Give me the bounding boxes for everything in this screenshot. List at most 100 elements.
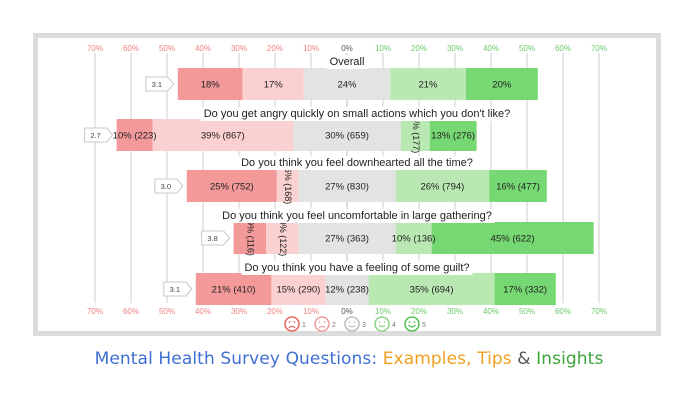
bar-data-label: 30% (659) (325, 131, 369, 142)
x-tick-label-bottom: 30% (231, 307, 247, 316)
x-tick-label-top: 10% (375, 44, 391, 53)
bar-data-label: 35% (694) (410, 285, 454, 296)
x-tick-label-top: 50% (519, 44, 535, 53)
bar-segment (242, 68, 304, 100)
row-title-background (326, 55, 368, 69)
bar-data-label: 18% (201, 80, 221, 91)
bar-data-label: 27% (363) (325, 234, 369, 245)
bar-segment (116, 119, 153, 151)
x-tick-label-top: 60% (555, 44, 571, 53)
x-tick-label-top: 50% (159, 44, 175, 53)
score-value: 2.7 (90, 131, 100, 140)
chart-row: 18% 17% 24% 21% 20% Overall 3.1 (145, 55, 538, 100)
happy-face-icon (404, 316, 420, 332)
bar-data-label: 21% (418, 80, 438, 91)
score-value: 3.1 (152, 80, 162, 89)
x-tick-label-top: 40% (195, 44, 211, 53)
legend-label: 3 (362, 322, 366, 329)
bar-segment (233, 222, 266, 254)
bar-data-label: 26% (794) (420, 182, 464, 193)
sad-face-icon (314, 316, 330, 332)
row-title: Do you think you feel uncomfortable in l… (222, 210, 492, 222)
row-title-background (241, 261, 473, 275)
x-tick-label-bottom: 40% (483, 307, 499, 316)
legend: 1 2 3 4 5 (284, 316, 426, 332)
bar-data-label: 8% (177) (411, 117, 421, 154)
bar-data-label: 12% (238) (325, 285, 369, 296)
score-value: 3.0 (161, 182, 171, 191)
bar-data-label: 20% (492, 80, 512, 91)
row-title: Do you think you feel downhearted all th… (241, 157, 473, 169)
row-title: Do you get angry quickly on small action… (204, 108, 511, 120)
caption-part-4: Insights (536, 349, 604, 369)
x-tick-label-bottom: 0% (341, 307, 353, 316)
x-tick-label-top: 60% (123, 44, 139, 53)
score-value: 3.1 (170, 285, 180, 294)
score-badge (201, 230, 231, 246)
x-tick-label-top: 70% (591, 44, 607, 53)
bar-segment (152, 119, 293, 151)
bar-segment (303, 68, 391, 100)
score-badge (163, 281, 193, 297)
bar-data-label: 9% (116) (245, 220, 255, 256)
bar-data-label: 16% (477) (496, 182, 540, 193)
bar-segment (195, 273, 272, 305)
bar-segment (465, 68, 538, 100)
x-tick-label-bottom: 30% (447, 307, 463, 316)
legend-label: 5 (422, 322, 426, 329)
x-tick-label-top: 70% (87, 44, 103, 53)
x-tick-label-bottom: 10% (303, 307, 319, 316)
legend-label: 2 (332, 322, 336, 329)
x-tick-label-bottom: 60% (123, 307, 139, 316)
bar-data-label: 10% (136) (392, 234, 436, 245)
caption-part-2: Examples, Tips (382, 349, 512, 369)
row-title-background (238, 156, 476, 170)
bar-data-label: 39% (867) (201, 131, 245, 142)
x-tick-label-bottom: 50% (159, 307, 175, 316)
x-tick-label-bottom: 60% (555, 307, 571, 316)
score-value: 3.8 (207, 234, 217, 243)
x-tick-label-bottom: 70% (87, 307, 103, 316)
chart-row: 10% (223) 39% (867) 30% (659) 8% (177) 13% (… (84, 107, 514, 154)
score-badge (154, 178, 184, 194)
smile-face-icon (374, 316, 390, 332)
bar-data-label: 17% (332) (503, 285, 547, 296)
x-tick-label-bottom: 50% (519, 307, 535, 316)
x-tick-label-bottom: 40% (195, 307, 211, 316)
bar-data-label: 24% (337, 80, 357, 91)
bar-data-label: 15% (290) (276, 285, 320, 296)
x-tick-label-bottom: 20% (411, 307, 427, 316)
score-badge (84, 127, 114, 143)
bar-data-label: 9% (122) (278, 220, 288, 257)
likert-chart: 70% 60% 50% 40% 30% 20% 10% 0% 10% 20% 30% 40% 50% 60… (84, 44, 607, 332)
x-tick-label-top: 40% (483, 44, 499, 53)
neutral-face-icon (344, 316, 360, 332)
bar-segment (276, 170, 299, 202)
chart-row: 9% (116) 9% (122) 27% (363) 10% (136) 45% (6… (201, 209, 594, 257)
bar-segment (390, 68, 466, 100)
very-sad-face-icon (284, 316, 300, 332)
row-title-background (219, 209, 495, 223)
x-tick-label-bottom: 10% (375, 307, 391, 316)
chart-row: 21% (410) 15% (290) 12% (238) 35% (694) 17% … (163, 261, 556, 305)
bar-data-label: 17% (264, 80, 284, 91)
bar-segment (293, 119, 401, 151)
bar-data-label: 13% (276) (431, 131, 475, 142)
bar-segment (177, 68, 243, 100)
x-tick-label-bottom: 70% (591, 307, 607, 316)
bar-segment (298, 170, 396, 202)
x-tick-label-top: 10% (303, 44, 319, 53)
x-tick-label-top: 20% (267, 44, 283, 53)
caption-part-3: & (511, 349, 537, 369)
bar-segment (429, 119, 477, 151)
page-caption: Mental Health Survey Questions: Examples… (0, 349, 698, 369)
bar-data-label: 25% (752) (210, 182, 254, 193)
bar-segment (266, 222, 299, 254)
bar-segment (298, 222, 396, 254)
bar-segment (431, 222, 594, 254)
x-tick-label-top: 20% (411, 44, 427, 53)
bar-data-label: 45% (622) (491, 234, 535, 245)
bar-segment (494, 273, 556, 305)
chart-row: 25% (752) 6% (168) 27% (830) 26% (794) 16% (… (154, 156, 547, 204)
bar-data-label: 10% (223) (113, 131, 157, 142)
